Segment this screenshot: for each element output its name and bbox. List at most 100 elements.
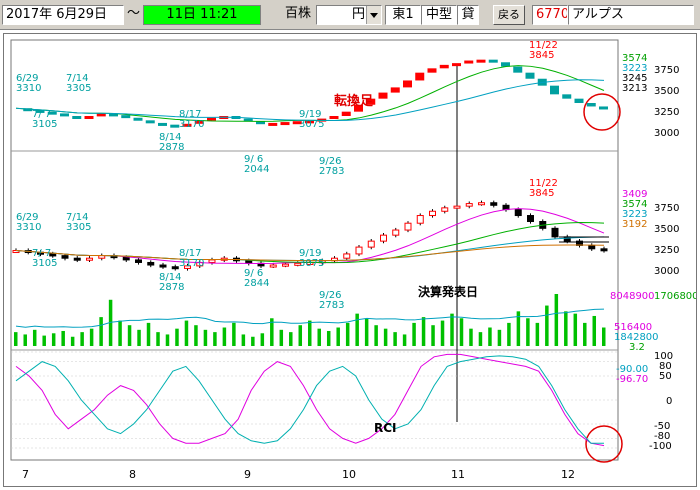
- volume-bar: [156, 332, 160, 346]
- price-annotation: 6/29: [16, 212, 38, 223]
- back-button[interactable]: 戻る: [493, 5, 525, 25]
- price-annotation: 2783: [319, 166, 344, 177]
- candle-body: [429, 210, 436, 217]
- volume-label: 516400: [614, 322, 652, 333]
- toolbar: 2017年 6月29日 ～ 11日 11:21 百株 円 東1 中型 貸 戻る …: [0, 0, 700, 30]
- price-annotation: 3170: [179, 258, 204, 269]
- rci-line: [15, 355, 604, 444]
- volume-bar: [270, 318, 274, 346]
- brick: [109, 113, 118, 117]
- stock-name-field: アルプス: [568, 5, 694, 25]
- price-annotation: 8/14: [159, 132, 181, 143]
- price-annotation: 8/17: [179, 248, 201, 259]
- candle-body: [490, 202, 498, 206]
- candle-right-label: 3409: [622, 189, 647, 200]
- volume-bar: [507, 322, 511, 346]
- chart-frame: 6/29 3310 7/14 3305 7/ 7 3105 8/17 3170 8/14 2878…: [3, 33, 699, 487]
- brick: [292, 121, 302, 125]
- candle-body: [171, 266, 179, 270]
- price-annotation: 3845: [529, 50, 554, 61]
- volume-bar: [602, 327, 606, 346]
- volume-bar: [146, 322, 151, 346]
- candle-body: [478, 202, 485, 206]
- brick: [378, 92, 388, 99]
- candle-body: [49, 253, 57, 257]
- candle-body: [416, 215, 424, 224]
- price-annotation: 3310: [16, 222, 41, 233]
- price-annotation: 2783: [319, 300, 344, 311]
- candle-body: [184, 265, 191, 269]
- candle-body: [392, 229, 400, 236]
- price-annotation: 3310: [16, 83, 41, 94]
- volume-bar: [326, 330, 331, 346]
- start-date-field[interactable]: 2017年 6月29日: [2, 5, 124, 25]
- x-tick-label: 9: [244, 468, 251, 481]
- price-annotation: 3170: [179, 119, 204, 130]
- volume-bar: [317, 328, 321, 346]
- volume-label: 3.2: [629, 342, 645, 353]
- brick: [439, 64, 449, 69]
- price-annotation: 3305: [66, 83, 91, 94]
- volume-bar: [251, 336, 255, 346]
- volume-bar: [393, 332, 397, 346]
- volume-bar: [289, 332, 293, 346]
- brick: [305, 120, 314, 124]
- volume-bar: [175, 328, 179, 346]
- volume-bar: [165, 334, 170, 346]
- x-tick-label: 7: [22, 468, 29, 481]
- brick: [329, 116, 339, 119]
- chevron-down-icon[interactable]: [366, 6, 381, 24]
- brick: [562, 94, 572, 99]
- price-annotation: 7/14: [66, 212, 88, 223]
- price-annotation: 3845: [529, 188, 554, 199]
- rci-title: RCI: [374, 421, 397, 435]
- volume-bar: [108, 299, 113, 346]
- volume-bar: [42, 335, 46, 346]
- volume-bar: [213, 332, 217, 346]
- volume-bar: [573, 313, 578, 346]
- volume-bar: [279, 329, 284, 346]
- volume-bar: [592, 315, 597, 346]
- candle-body: [404, 222, 412, 231]
- volume-bar: [89, 328, 94, 346]
- price-annotation: 9/19: [299, 109, 321, 120]
- price-annotation: 3075: [299, 119, 324, 130]
- candle-body: [61, 255, 69, 259]
- candle-body: [527, 215, 534, 223]
- candle-body: [269, 264, 277, 268]
- candle-right-label: 3192: [622, 219, 647, 230]
- earnings-date-label: 決算発表日: [418, 284, 478, 299]
- brick: [501, 62, 510, 67]
- price-annotation: 2844: [244, 278, 269, 289]
- brick: [182, 123, 192, 127]
- currency-value: 円: [351, 7, 365, 22]
- brick: [121, 115, 131, 119]
- brick: [268, 122, 278, 126]
- volume-bar: [364, 318, 369, 346]
- volume-bar: [345, 322, 350, 346]
- market-field: 東1: [385, 5, 421, 25]
- x-tick-label: 11: [451, 468, 465, 481]
- volume-bar: [497, 329, 502, 346]
- stock-code-field[interactable]: 6770: [532, 5, 568, 25]
- rci-y-tick: 50: [659, 371, 672, 382]
- price-annotation: 2878: [159, 142, 184, 153]
- brick: [341, 111, 351, 116]
- volume-bar: [526, 318, 530, 346]
- days-field[interactable]: 11日 11:21: [143, 5, 261, 25]
- volume-bar: [412, 322, 416, 346]
- volume-bar: [203, 329, 208, 346]
- volume-bar: [336, 327, 340, 346]
- renko-right-label: 3574: [622, 53, 647, 64]
- volume-bar: [383, 328, 388, 346]
- volume-bar: [127, 325, 132, 346]
- brick: [415, 72, 425, 81]
- price-annotation: 3105: [32, 119, 57, 130]
- candle-body: [86, 257, 93, 261]
- volume-bar: [355, 313, 359, 346]
- volume-bar: [23, 334, 27, 346]
- currency-select[interactable]: 円: [316, 5, 382, 25]
- price-annotation: 7/ 7: [32, 109, 51, 120]
- brick: [550, 85, 559, 95]
- volume-bar: [222, 327, 227, 346]
